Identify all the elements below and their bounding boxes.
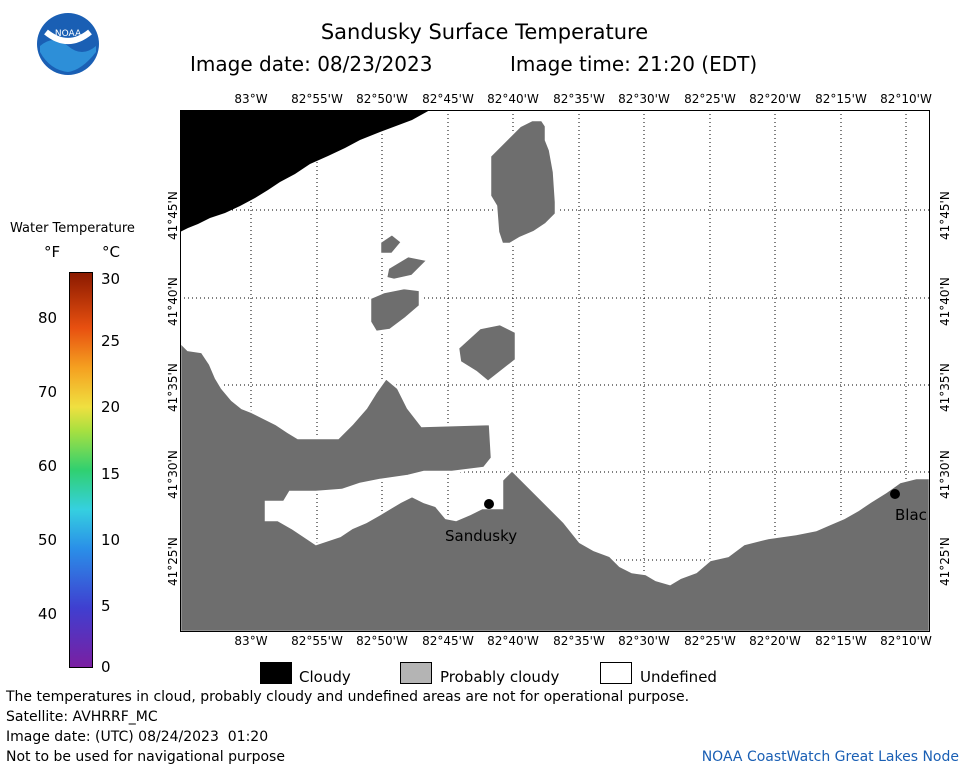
c-tick: 5 xyxy=(101,597,111,615)
lon-label: 82°25'W xyxy=(684,634,736,648)
page-title: Sandusky Surface Temperature xyxy=(320,20,649,44)
f-tick: 40 xyxy=(38,605,58,623)
lat-label: 41°35'N xyxy=(166,363,180,412)
c-tick: 20 xyxy=(101,398,121,416)
lon-label: 82°35'W xyxy=(553,634,605,648)
surface-temperature-map[interactable]: Sandusky Blac xyxy=(180,110,930,632)
lon-label: 83°W xyxy=(234,634,268,648)
lat-label: 41°35'N xyxy=(938,363,952,412)
lon-label: 82°10'W xyxy=(880,634,932,648)
cloud-patch xyxy=(384,254,431,282)
lon-label: 82°15'W xyxy=(815,634,867,648)
lat-label: 41°25'N xyxy=(166,537,180,586)
lon-label: 82°50'W xyxy=(356,92,408,106)
f-tick: 70 xyxy=(38,383,58,401)
cloud-patch xyxy=(456,322,518,384)
lat-label: 41°30'N xyxy=(938,450,952,499)
lon-label: 82°55'W xyxy=(291,92,343,106)
cloudy-region xyxy=(180,110,430,232)
lon-label: 82°20'W xyxy=(749,92,801,106)
f-tick: 60 xyxy=(38,457,58,475)
satellite-text: Satellite: AVHRRF_MC xyxy=(6,709,158,725)
lon-label: 82°40'W xyxy=(487,92,539,106)
scale-title: Water Temperature xyxy=(10,221,135,236)
lon-label: 82°45'W xyxy=(422,634,474,648)
probably-cloudy-label: Probably cloudy xyxy=(440,668,560,686)
undefined-swatch xyxy=(600,662,632,684)
lon-label: 82°30'W xyxy=(618,92,670,106)
scale-unit-f: °F xyxy=(44,243,61,261)
lon-label: 82°40'W xyxy=(487,634,539,648)
scale-unit-c: °C xyxy=(102,243,120,261)
cloud-patch xyxy=(488,118,558,246)
utc-date-text: Image date: (UTC) 08/24/2023 01:20 xyxy=(6,729,269,745)
lon-label: 82°30'W xyxy=(618,634,670,648)
svg-text:NOAA: NOAA xyxy=(55,29,82,39)
f-tick: 50 xyxy=(38,531,58,549)
lat-label: 41°40'N xyxy=(166,277,180,326)
lat-label: 41°25'N xyxy=(938,537,952,586)
lon-label: 83°W xyxy=(234,92,268,106)
cloud-patch xyxy=(378,232,404,256)
nav-warning-text: Not to be used for navigational purpose xyxy=(6,749,285,765)
lat-label: 41°30'N xyxy=(166,450,180,499)
lon-label: 82°35'W xyxy=(553,92,605,106)
lon-label: 82°45'W xyxy=(422,92,474,106)
c-tick: 0 xyxy=(101,658,111,676)
probably-cloudy-swatch xyxy=(400,662,432,684)
lon-label: 82°55'W xyxy=(291,634,343,648)
lat-label: 41°40'N xyxy=(938,277,952,326)
land-region xyxy=(180,340,930,632)
c-tick: 15 xyxy=(101,465,121,483)
lon-label: 82°15'W xyxy=(815,92,867,106)
lon-label: 82°20'W xyxy=(749,634,801,648)
place-blac: Blac xyxy=(890,489,927,524)
place-label: Blac xyxy=(895,506,927,524)
place-label: Sandusky xyxy=(445,527,517,545)
lon-label: 82°50'W xyxy=(356,634,408,648)
place-sandusky: Sandusky xyxy=(445,499,517,545)
place-marker xyxy=(890,489,900,499)
probably-cloudy-regions xyxy=(368,118,558,384)
noaa-logo: NOAA xyxy=(36,12,100,76)
lat-label: 41°45'N xyxy=(166,191,180,240)
disclaimer-text: The temperatures in cloud, probably clou… xyxy=(6,689,690,705)
undefined-label: Undefined xyxy=(640,668,717,686)
c-tick: 10 xyxy=(101,531,121,549)
cloudy-label: Cloudy xyxy=(299,668,351,686)
lat-label: 41°45'N xyxy=(938,191,952,240)
noaa-logo-icon: NOAA xyxy=(37,13,99,75)
map-border xyxy=(180,110,930,632)
image-time: Image time: 21:20 (EDT) xyxy=(510,52,758,76)
temperature-color-bar xyxy=(69,272,93,668)
lon-label: 82°10'W xyxy=(880,92,932,106)
lon-label: 82°25'W xyxy=(684,92,736,106)
place-marker xyxy=(484,499,494,509)
credit-text: NOAA CoastWatch Great Lakes Node xyxy=(701,749,959,765)
image-date: Image date: 08/23/2023 xyxy=(190,52,433,76)
f-tick: 80 xyxy=(38,309,58,327)
cloud-patch xyxy=(368,286,422,334)
cloudy-swatch xyxy=(260,662,292,684)
c-tick: 25 xyxy=(101,332,121,350)
c-tick: 30 xyxy=(101,270,121,288)
